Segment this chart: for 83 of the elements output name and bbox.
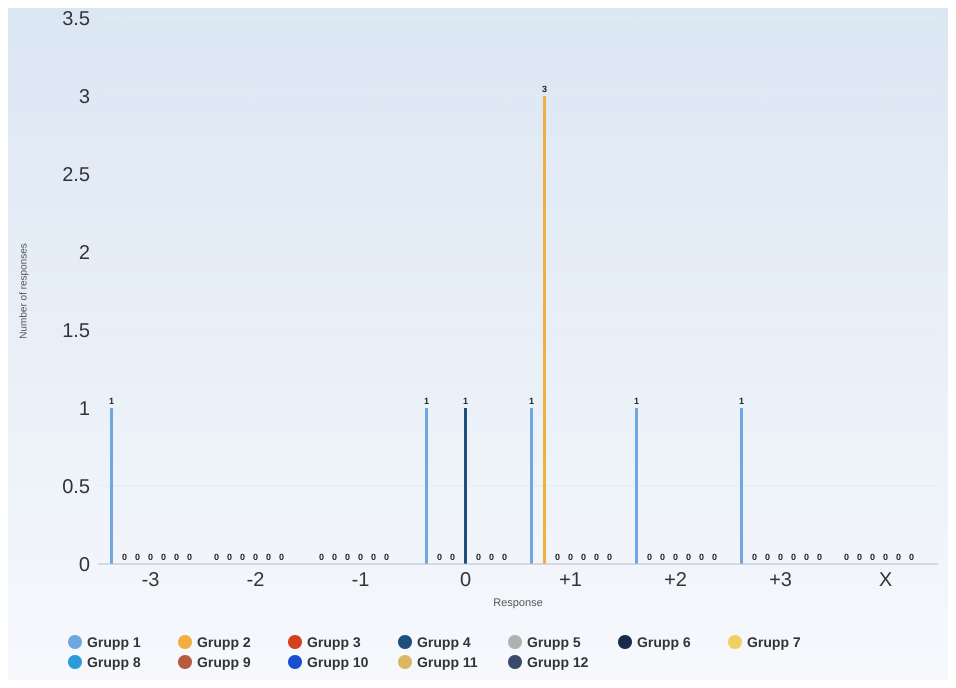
data-label: 0 [214, 552, 220, 562]
data-label: 0 [646, 552, 652, 562]
data-label: 0 [844, 552, 850, 562]
data-label: 0 [476, 552, 482, 562]
y-tick-label: 2 [78, 242, 90, 264]
data-label: 0 [384, 552, 390, 562]
x-tick-label: +3 [769, 569, 792, 592]
data-label: 0 [240, 552, 246, 562]
legend-label: Grupp 1 [86, 634, 142, 650]
data-label: 0 [764, 552, 770, 562]
data-label: 1 [634, 396, 640, 406]
data-label: 0 [160, 552, 166, 562]
data-label: 0 [896, 552, 902, 562]
y-tick-label: 0 [78, 554, 90, 576]
data-label: 0 [712, 552, 718, 562]
data-label: 0 [488, 552, 494, 562]
x-tick-label: +1 [559, 569, 582, 592]
data-label: 0 [752, 552, 758, 562]
legend-label: Grupp 8 [86, 654, 142, 670]
legend-label: Grupp 6 [636, 634, 692, 650]
data-label: 0 [870, 552, 876, 562]
x-tick-label: -2 [246, 569, 264, 592]
x-tick-label: -3 [142, 569, 160, 592]
legend-label: Grupp 2 [196, 634, 252, 650]
data-label: 0 [882, 552, 888, 562]
data-label: 0 [908, 552, 914, 562]
y-axis-title: Number of responses [18, 243, 30, 339]
data-label: 1 [528, 396, 534, 406]
legend-label: Grupp 9 [196, 654, 252, 670]
data-label: 0 [606, 552, 612, 562]
x-tick-label: X [878, 569, 892, 592]
data-label: 1 [424, 396, 430, 406]
data-label: 1 [738, 396, 744, 406]
data-label: 0 [660, 552, 666, 562]
data-label: 0 [502, 552, 508, 562]
data-label: 0 [148, 552, 154, 562]
legend-label: Grupp 3 [306, 634, 362, 650]
legend-label: Grupp 5 [526, 634, 582, 650]
y-tick-label: 2.5 [62, 164, 90, 186]
legend-label: Grupp 11 [416, 654, 479, 670]
y-tick-label: 0.5 [62, 476, 90, 498]
data-label: 0 [186, 552, 192, 562]
y-tick-label: 3 [78, 86, 90, 108]
legend-label: Grupp 10 [306, 654, 370, 670]
data-label: 1 [462, 396, 468, 406]
x-tick-label: 0 [460, 569, 472, 592]
data-label: 0 [686, 552, 692, 562]
data-label: 0 [344, 552, 350, 562]
data-label: 0 [134, 552, 140, 562]
data-label: 1 [108, 396, 114, 406]
data-label: 0 [252, 552, 258, 562]
data-label: 0 [790, 552, 796, 562]
data-label: 0 [122, 552, 128, 562]
data-label: 0 [450, 552, 456, 562]
y-tick-label: 1 [78, 398, 90, 420]
data-label: 0 [370, 552, 376, 562]
data-label: 0 [580, 552, 586, 562]
data-label: 0 [278, 552, 284, 562]
legend-label: Grupp 4 [416, 634, 472, 650]
legend-label: Grupp 12 [526, 654, 590, 670]
data-label: 0 [568, 552, 574, 562]
data-label: 0 [698, 552, 704, 562]
x-axis-title: Response [493, 597, 543, 609]
data-label: 0 [226, 552, 232, 562]
data-label: 0 [816, 552, 822, 562]
data-label: 0 [672, 552, 678, 562]
data-label: 0 [594, 552, 600, 562]
data-label: 0 [554, 552, 560, 562]
y-tick-label: 1.5 [62, 320, 90, 342]
data-label: 3 [542, 84, 548, 94]
data-label: 0 [332, 552, 338, 562]
data-label: 0 [436, 552, 442, 562]
data-label: 0 [266, 552, 272, 562]
data-label: 0 [778, 552, 784, 562]
data-label: 0 [856, 552, 862, 562]
x-tick-label: +2 [664, 569, 687, 592]
data-label: 0 [174, 552, 180, 562]
x-tick-label: -1 [352, 569, 370, 592]
data-label: 0 [318, 552, 324, 562]
legend-label: Grupp 7 [746, 634, 802, 650]
y-tick-label: 3.5 [62, 8, 90, 30]
data-label: 0 [804, 552, 810, 562]
data-label: 0 [358, 552, 364, 562]
